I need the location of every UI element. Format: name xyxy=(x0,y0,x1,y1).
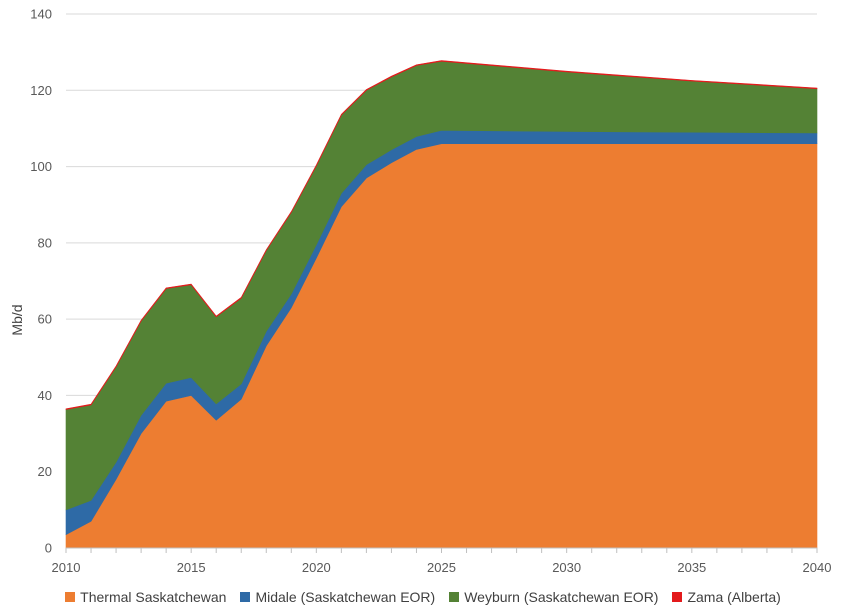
y-axis-title: Mb/d xyxy=(9,304,25,335)
y-tick-label: 100 xyxy=(30,159,52,174)
x-tick-label: 2020 xyxy=(302,560,331,575)
legend-item: Weyburn (Saskatchewan EOR) xyxy=(449,589,658,605)
x-tick-label: 2010 xyxy=(52,560,81,575)
y-tick-label: 0 xyxy=(45,541,52,556)
legend: Thermal Saskatchewan Midale (Saskatchewan… xyxy=(0,589,846,605)
x-tick-label: 2030 xyxy=(552,560,581,575)
legend-label: Weyburn (Saskatchewan EOR) xyxy=(464,589,659,605)
legend-swatch xyxy=(449,592,460,602)
y-axis: 0 20 40 60 80 100 120 140 xyxy=(30,7,52,556)
area-series-group xyxy=(65,60,818,549)
x-axis: 2010 2015 2020 2025 2030 2035 2040 xyxy=(52,547,832,575)
legend-item: Thermal Saskatchewan xyxy=(65,589,226,605)
legend-swatch xyxy=(672,592,683,602)
legend-label: Zama (Alberta) xyxy=(687,589,781,605)
x-tick-label: 2025 xyxy=(427,560,456,575)
legend-item: Zama (Alberta) xyxy=(672,589,781,605)
legend-swatch xyxy=(65,592,76,602)
x-tick-label: 2015 xyxy=(177,560,206,575)
y-tick-label: 120 xyxy=(30,83,52,98)
x-tick-label: 2035 xyxy=(677,560,706,575)
area-zama-alberta xyxy=(65,60,818,410)
legend-label: Midale (Saskatchewan EOR) xyxy=(255,589,436,605)
y-tick-label: 60 xyxy=(38,312,52,327)
legend-swatch xyxy=(240,592,251,602)
x-tick-label: 2040 xyxy=(803,560,832,575)
y-tick-label: 140 xyxy=(30,7,52,22)
legend-item: Midale (Saskatchewan EOR) xyxy=(240,589,435,605)
y-tick-label: 40 xyxy=(38,388,52,403)
y-tick-label: 80 xyxy=(38,235,52,250)
y-tick-label: 20 xyxy=(38,464,52,479)
legend-label: Thermal Saskatchewan xyxy=(80,589,227,605)
